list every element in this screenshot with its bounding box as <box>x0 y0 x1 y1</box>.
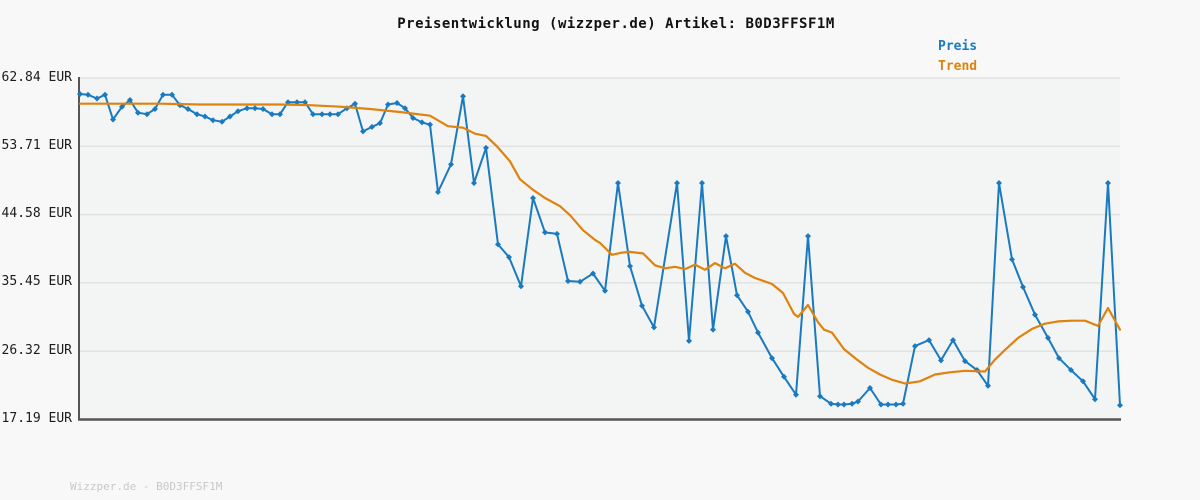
plot-background <box>80 78 1120 420</box>
chart-title: Preisentwicklung (wizzper.de) Artikel: B… <box>397 16 835 32</box>
y-axis-tick-label: 17.19 EUR <box>1 411 72 426</box>
legend-item-trend: Trend <box>938 59 978 74</box>
y-axis-tick-label: 35.45 EUR <box>1 274 72 290</box>
y-axis-tick-label: 44.58 EUR <box>1 206 72 222</box>
legend-item-preis: Preis <box>938 39 978 54</box>
y-axis-tick-label: 53.71 EUR <box>1 137 72 153</box>
series-line-trend <box>78 102 1122 385</box>
y-axis-tick-label: 62.84 EUR <box>1 69 72 85</box>
watermark-text: Wizzper.de - B0D3FFSF1M <box>70 480 223 493</box>
y-axis-tick-label: 26.32 EUR <box>1 342 72 358</box>
